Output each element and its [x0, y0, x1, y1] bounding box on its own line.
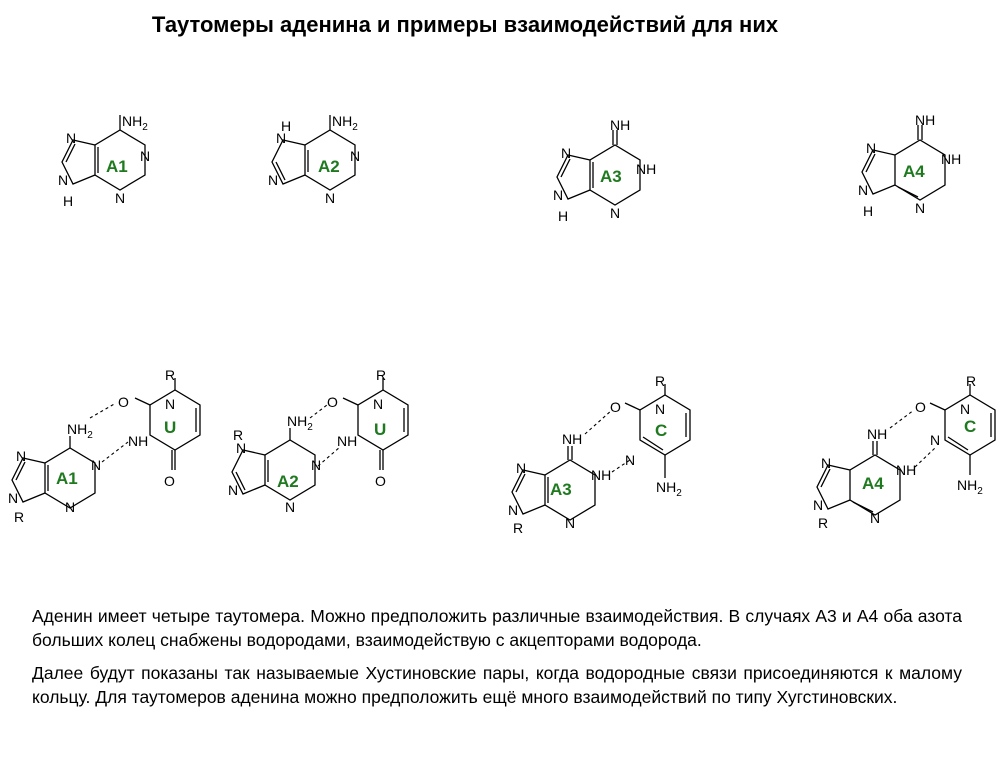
svg-text:O: O [118, 394, 129, 410]
svg-text:R: R [376, 367, 386, 383]
svg-text:NH2: NH2 [287, 413, 313, 433]
tag-a2-pair: A2 [277, 472, 299, 491]
tag-u-1: U [164, 418, 176, 437]
tautomer-a3: NH N N H NH N A3 [553, 117, 656, 224]
tag-a3-pair: A3 [550, 480, 572, 499]
svg-text:N: N [325, 190, 335, 206]
svg-text:N: N [165, 396, 175, 412]
svg-text:N: N [115, 190, 125, 206]
svg-text:N: N [311, 457, 321, 473]
svg-text:N: N [625, 452, 635, 468]
tag-c-1: C [655, 421, 667, 440]
svg-text:N: N [91, 457, 101, 473]
svg-text:N: N [373, 396, 383, 412]
svg-text:NH: NH [337, 433, 357, 449]
svg-text:N: N [553, 187, 563, 203]
svg-text:H: H [63, 193, 73, 209]
svg-text:N: N [16, 448, 26, 464]
tag-a1: A1 [106, 157, 128, 176]
svg-text:R: R [966, 373, 976, 389]
tag-u-2: U [374, 420, 386, 439]
svg-text:N: N [236, 440, 246, 456]
svg-text:NH2: NH2 [67, 421, 93, 441]
a1-amine-n: NH [122, 113, 142, 129]
svg-text:NH2: NH2 [656, 479, 682, 499]
svg-text:R: R [513, 520, 523, 536]
svg-text:N: N [866, 140, 876, 156]
svg-text:O: O [610, 399, 621, 415]
svg-text:NH: NH [591, 467, 611, 483]
svg-text:N: N [930, 432, 940, 448]
svg-text:N: N [508, 502, 518, 518]
pair-a2-u: NH2 N R N N N A2 O N R NH O U [228, 367, 409, 515]
svg-text:R: R [655, 373, 665, 389]
tautomer-a2: NH2 N H N N N A2 [268, 113, 360, 206]
svg-text:NH: NH [128, 433, 148, 449]
svg-text:N: N [268, 172, 278, 188]
svg-text:N: N [65, 499, 75, 515]
svg-text:NH2: NH2 [957, 477, 983, 497]
pair-a1-u: NH2 N N R N N A1 O N R NH O U [8, 367, 201, 525]
svg-text:N: N [610, 205, 620, 221]
svg-text:NH: NH [562, 431, 582, 447]
paragraph-1: Аденин имеет четыре таутомера. Можно пре… [32, 606, 962, 650]
paragraph-2: Далее будут показаны так называемые Хуст… [32, 663, 962, 707]
svg-text:N: N [915, 200, 925, 216]
pair-a4-c: NH N N R NH N A4 O N R N NH2 C [813, 373, 996, 531]
svg-text:R: R [818, 515, 828, 531]
svg-text:N: N [565, 515, 575, 531]
svg-text:N: N [276, 130, 286, 146]
svg-text:O: O [915, 399, 926, 415]
svg-text:N: N [561, 145, 571, 161]
svg-text:N: N [8, 490, 18, 506]
tautomer-a1: NH2 N N H N N A1 [58, 113, 150, 209]
tag-c-2: C [964, 417, 976, 436]
svg-text:R: R [233, 427, 243, 443]
svg-text:NH: NH [941, 151, 961, 167]
description-text: Аденин имеет четыре таутомера. Можно пре… [32, 604, 962, 718]
svg-text:N: N [960, 401, 970, 417]
tag-a3: A3 [600, 167, 622, 186]
svg-text:R: R [14, 509, 24, 525]
svg-text:N: N [350, 148, 360, 164]
tag-a2: A2 [318, 157, 340, 176]
tag-a1-pair: A1 [56, 469, 78, 488]
svg-text:O: O [327, 394, 338, 410]
svg-text:NH2: NH2 [122, 113, 148, 133]
svg-text:O: O [375, 473, 386, 489]
pair-a3-c: NH N N R NH N A3 O N R N NH2 C [508, 373, 691, 536]
tag-a4-pair: A4 [862, 474, 884, 493]
svg-text:N: N [140, 148, 150, 164]
svg-text:N: N [66, 130, 76, 146]
svg-text:NH: NH [636, 161, 656, 177]
svg-text:NH: NH [896, 462, 916, 478]
svg-text:R: R [165, 367, 175, 383]
svg-text:NH2: NH2 [332, 113, 358, 133]
svg-text:O: O [164, 473, 175, 489]
svg-text:N: N [858, 182, 868, 198]
svg-text:NH: NH [867, 426, 887, 442]
svg-text:N: N [516, 460, 526, 476]
svg-text:H: H [558, 208, 568, 224]
svg-text:N: N [58, 172, 68, 188]
svg-text:N: N [228, 482, 238, 498]
svg-text:N: N [285, 499, 295, 515]
svg-text:N: N [870, 510, 880, 526]
tag-a4: A4 [903, 162, 925, 181]
svg-text:H: H [863, 203, 873, 219]
svg-text:N: N [655, 401, 665, 417]
structures-diagram: NH2 N N H N N A1 NH2 N H N N N A2 NH N N… [8, 112, 996, 536]
svg-text:NH: NH [610, 117, 630, 133]
svg-text:H: H [281, 118, 291, 134]
tautomer-a4: NH N N H NH N A4 [858, 112, 961, 219]
svg-text:NH: NH [915, 112, 935, 128]
svg-text:N: N [813, 497, 823, 513]
page-title: Таутомеры аденина и примеры взаимодейств… [151, 12, 779, 37]
svg-text:N: N [821, 455, 831, 471]
